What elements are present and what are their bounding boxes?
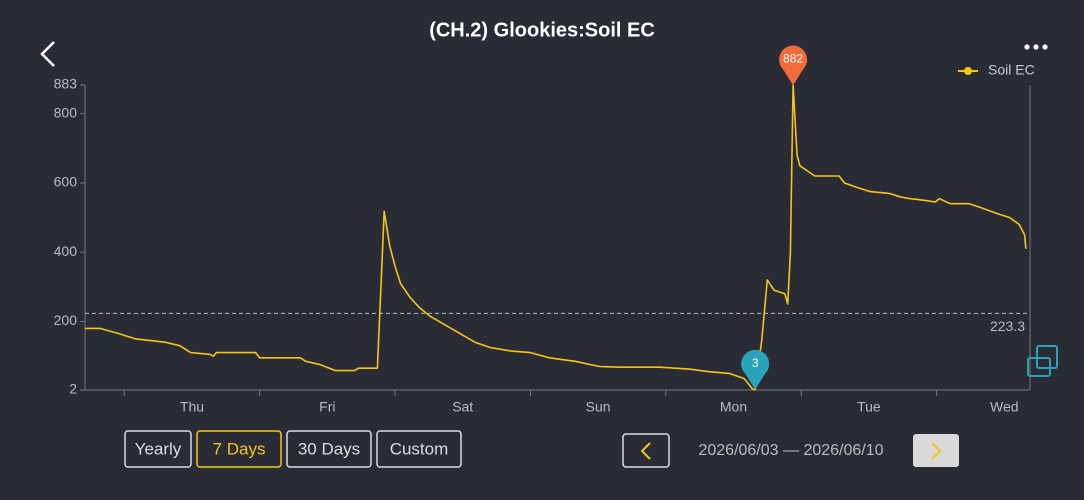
back-button[interactable] bbox=[40, 41, 55, 67]
range-button[interactable] bbox=[124, 430, 192, 468]
legend-dot bbox=[964, 67, 972, 75]
x-tick-label: Tue bbox=[857, 399, 881, 415]
series-line bbox=[85, 84, 1027, 391]
y-tick-label: 400 bbox=[54, 243, 78, 259]
range-button-label: 30 Days bbox=[298, 439, 360, 458]
range-button-label: 7 Days bbox=[213, 439, 266, 458]
prev-button[interactable] bbox=[622, 433, 670, 468]
legend-label: Soil EC bbox=[988, 62, 1035, 78]
max-pin bbox=[779, 45, 808, 86]
date-range: 2026/06/03 — 2026/06/10 bbox=[698, 442, 883, 459]
x-tick-label: Thu bbox=[180, 399, 204, 415]
title: (CH.2) Glookies:Soil EC bbox=[429, 19, 655, 41]
min-pin-label: 3 bbox=[752, 356, 759, 370]
next-button[interactable] bbox=[913, 434, 959, 467]
x-tick-label: Fri bbox=[319, 399, 335, 415]
y-tick-label: 800 bbox=[54, 104, 78, 120]
range-button[interactable] bbox=[196, 430, 282, 468]
y-tick-label: 200 bbox=[54, 312, 78, 328]
more-button[interactable] bbox=[1024, 44, 1048, 50]
min-pin bbox=[741, 349, 770, 390]
x-tick-label: Sat bbox=[452, 399, 473, 415]
range-button-label: Yearly bbox=[135, 439, 182, 458]
share-icon[interactable] bbox=[1027, 345, 1058, 377]
prev-arrow bbox=[640, 442, 651, 460]
range-button[interactable] bbox=[286, 430, 372, 468]
range-button[interactable] bbox=[376, 430, 462, 468]
x-tick-label: Wed bbox=[990, 399, 1019, 415]
y-tick-label: 2 bbox=[69, 381, 77, 397]
x-tick-label: Sun bbox=[586, 399, 611, 415]
y-tick-label: 883 bbox=[54, 76, 78, 92]
max-pin-label: 882 bbox=[783, 52, 803, 66]
average-label: 223.3 bbox=[990, 318, 1025, 334]
range-button-label: Custom bbox=[390, 439, 449, 458]
next-arrow bbox=[931, 442, 942, 460]
x-tick-label: Mon bbox=[720, 399, 747, 415]
y-tick-label: 600 bbox=[54, 174, 78, 190]
